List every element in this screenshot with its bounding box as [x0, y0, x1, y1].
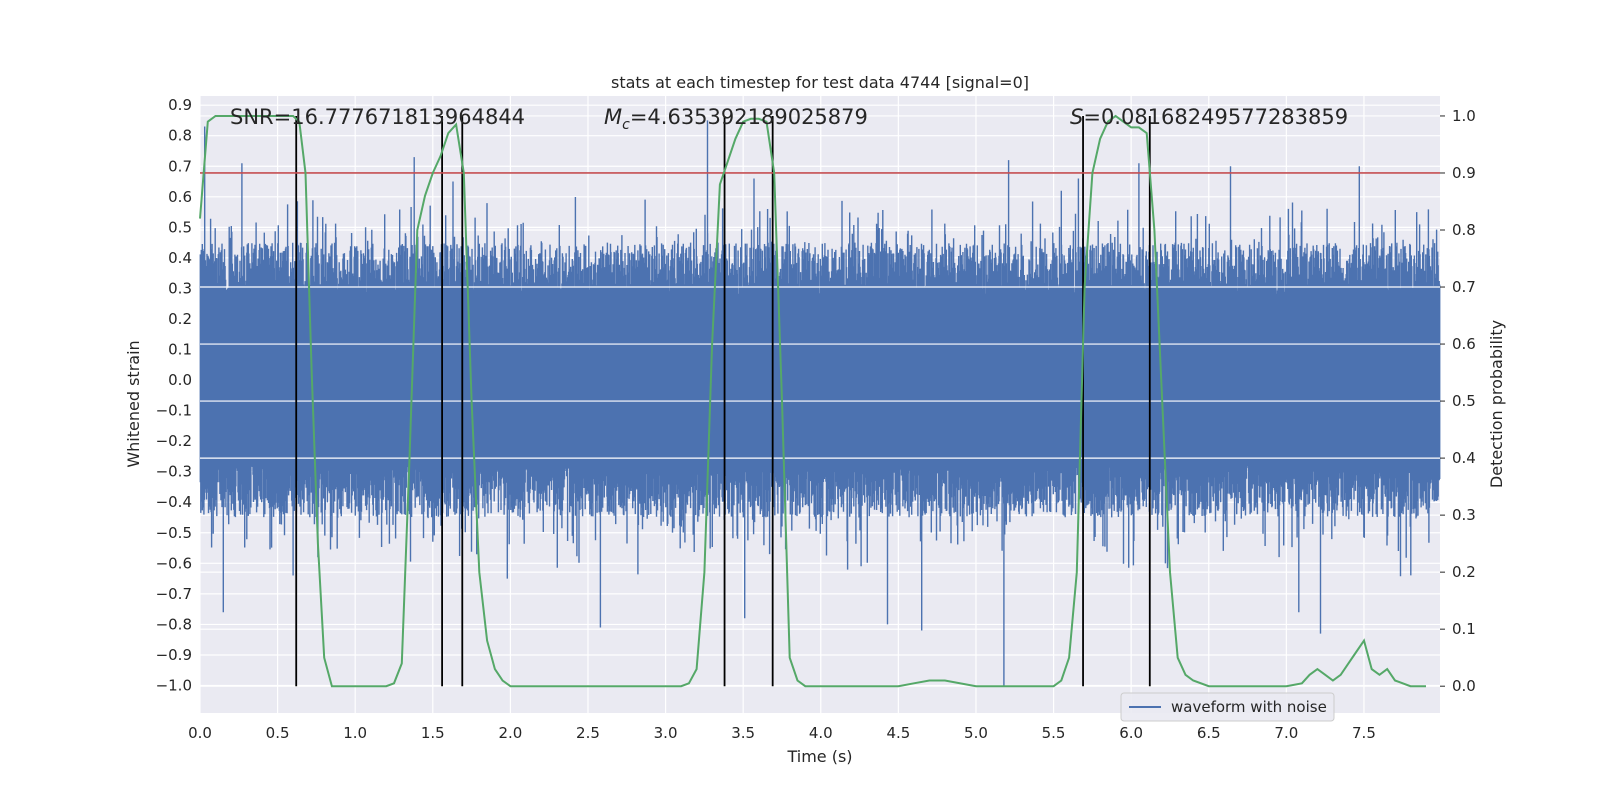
right-tick-label: 0.8 — [1452, 221, 1476, 239]
snr-annotation: SNR=16.777671813964844 — [230, 105, 525, 129]
mc-subscript: c — [622, 117, 630, 133]
left-tick-label: 0.6 — [168, 188, 192, 206]
legend-box — [1120, 692, 1335, 722]
left-tick-label: −0.1 — [156, 402, 192, 420]
x-tick-label: 5.5 — [1042, 724, 1066, 742]
probability-line — [199, 114, 1426, 688]
x-tick-label: 6.0 — [1119, 724, 1143, 742]
x-tick-labels: 0.0 0.5 1.0 1.5 2.0 2.5 3.0 3.5 4.0 4.5 5.0 5.5 6.0 6… — [188, 724, 1376, 742]
x-tick-label: 6.5 — [1197, 724, 1221, 742]
legend-label: waveform with noise — [1171, 698, 1327, 716]
right-tick-label: 0.0 — [1452, 677, 1476, 695]
left-tick-label: 0.7 — [168, 157, 192, 175]
left-tick-label: 0.8 — [168, 127, 192, 145]
vertical-lines — [295, 115, 1151, 687]
left-tick-label: −0.5 — [156, 524, 192, 542]
right-tick-labels: 1.0 0.9 0.8 0.7 0.6 0.5 0.4 0.3 0.2 0.1 0.0 — [1440, 107, 1476, 695]
left-tick-label: −0.3 — [156, 463, 192, 481]
left-tick-label: 0.9 — [168, 96, 192, 114]
x-tick-label: 5.0 — [964, 724, 988, 742]
right-tick-label: 0.6 — [1452, 335, 1476, 353]
x-tick-label: 3.0 — [654, 724, 678, 742]
waveform-core — [200, 300, 1440, 460]
left-tick-label: 0.2 — [168, 310, 192, 328]
x-tick-label: 7.0 — [1274, 724, 1298, 742]
x-tick-label: 1.0 — [343, 724, 367, 742]
left-axis-label: Whitened strain — [124, 340, 143, 467]
right-tick-label: 0.9 — [1452, 164, 1476, 182]
right-axis-label: Detection probability — [1487, 320, 1506, 488]
left-tick-label: −0.6 — [156, 554, 192, 572]
x-tick-label: 1.5 — [421, 724, 445, 742]
chart-title: stats at each timestep for test data 474… — [611, 73, 1029, 92]
x-axis-label: Time (s) — [786, 747, 852, 766]
left-tick-label: −0.9 — [156, 646, 192, 664]
x-tick-label: 2.0 — [498, 724, 522, 742]
right-tick-label: 0.4 — [1452, 449, 1476, 467]
x-tick-label: 3.5 — [731, 724, 755, 742]
left-tick-label: 0.1 — [168, 341, 192, 359]
s-annotation: S=0.08168249577283859 — [1070, 105, 1348, 129]
x-tick-label: 4.5 — [886, 724, 910, 742]
left-tick-label: −0.8 — [156, 615, 192, 633]
right-tick-label: 1.0 — [1452, 107, 1476, 125]
left-tick-label: −0.7 — [156, 585, 192, 603]
left-tick-label: 0.5 — [168, 218, 192, 236]
x-tick-label: 4.0 — [809, 724, 833, 742]
x-tick-label: 0.5 — [266, 724, 290, 742]
left-tick-label: 0.4 — [168, 249, 192, 267]
s-symbol: S — [1070, 105, 1083, 129]
right-tick-label: 0.2 — [1452, 563, 1476, 581]
s-value: =0.08168249577283859 — [1083, 105, 1348, 129]
right-tick-label: 0.1 — [1452, 620, 1476, 638]
mc-value: =4.635392189025879 — [630, 105, 868, 129]
left-tick-label: −0.2 — [156, 432, 192, 450]
right-tick-label: 0.5 — [1452, 392, 1476, 410]
right-tick-label: 0.7 — [1452, 278, 1476, 296]
mc-annotation: Mc=4.635392189025879 — [604, 105, 868, 133]
waveform-series — [199, 120, 1441, 686]
x-tick-label: 0.0 — [188, 724, 212, 742]
x-tick-label: 7.5 — [1352, 724, 1376, 742]
left-tick-label: −0.4 — [156, 493, 192, 511]
mc-symbol: M — [604, 105, 622, 129]
x-tick-label: 2.5 — [576, 724, 600, 742]
left-tick-labels: 0.9 0.8 0.7 0.6 0.5 0.4 0.3 0.2 0.1 0.0 −0.1 −0.2 −0… — [156, 96, 192, 694]
left-tick-label: 0.3 — [168, 279, 192, 297]
left-tick-label: 0.0 — [168, 371, 192, 389]
legend: waveform with noise — [1120, 692, 1335, 722]
left-tick-label: −1.0 — [156, 677, 192, 695]
right-tick-label: 0.3 — [1452, 506, 1476, 524]
